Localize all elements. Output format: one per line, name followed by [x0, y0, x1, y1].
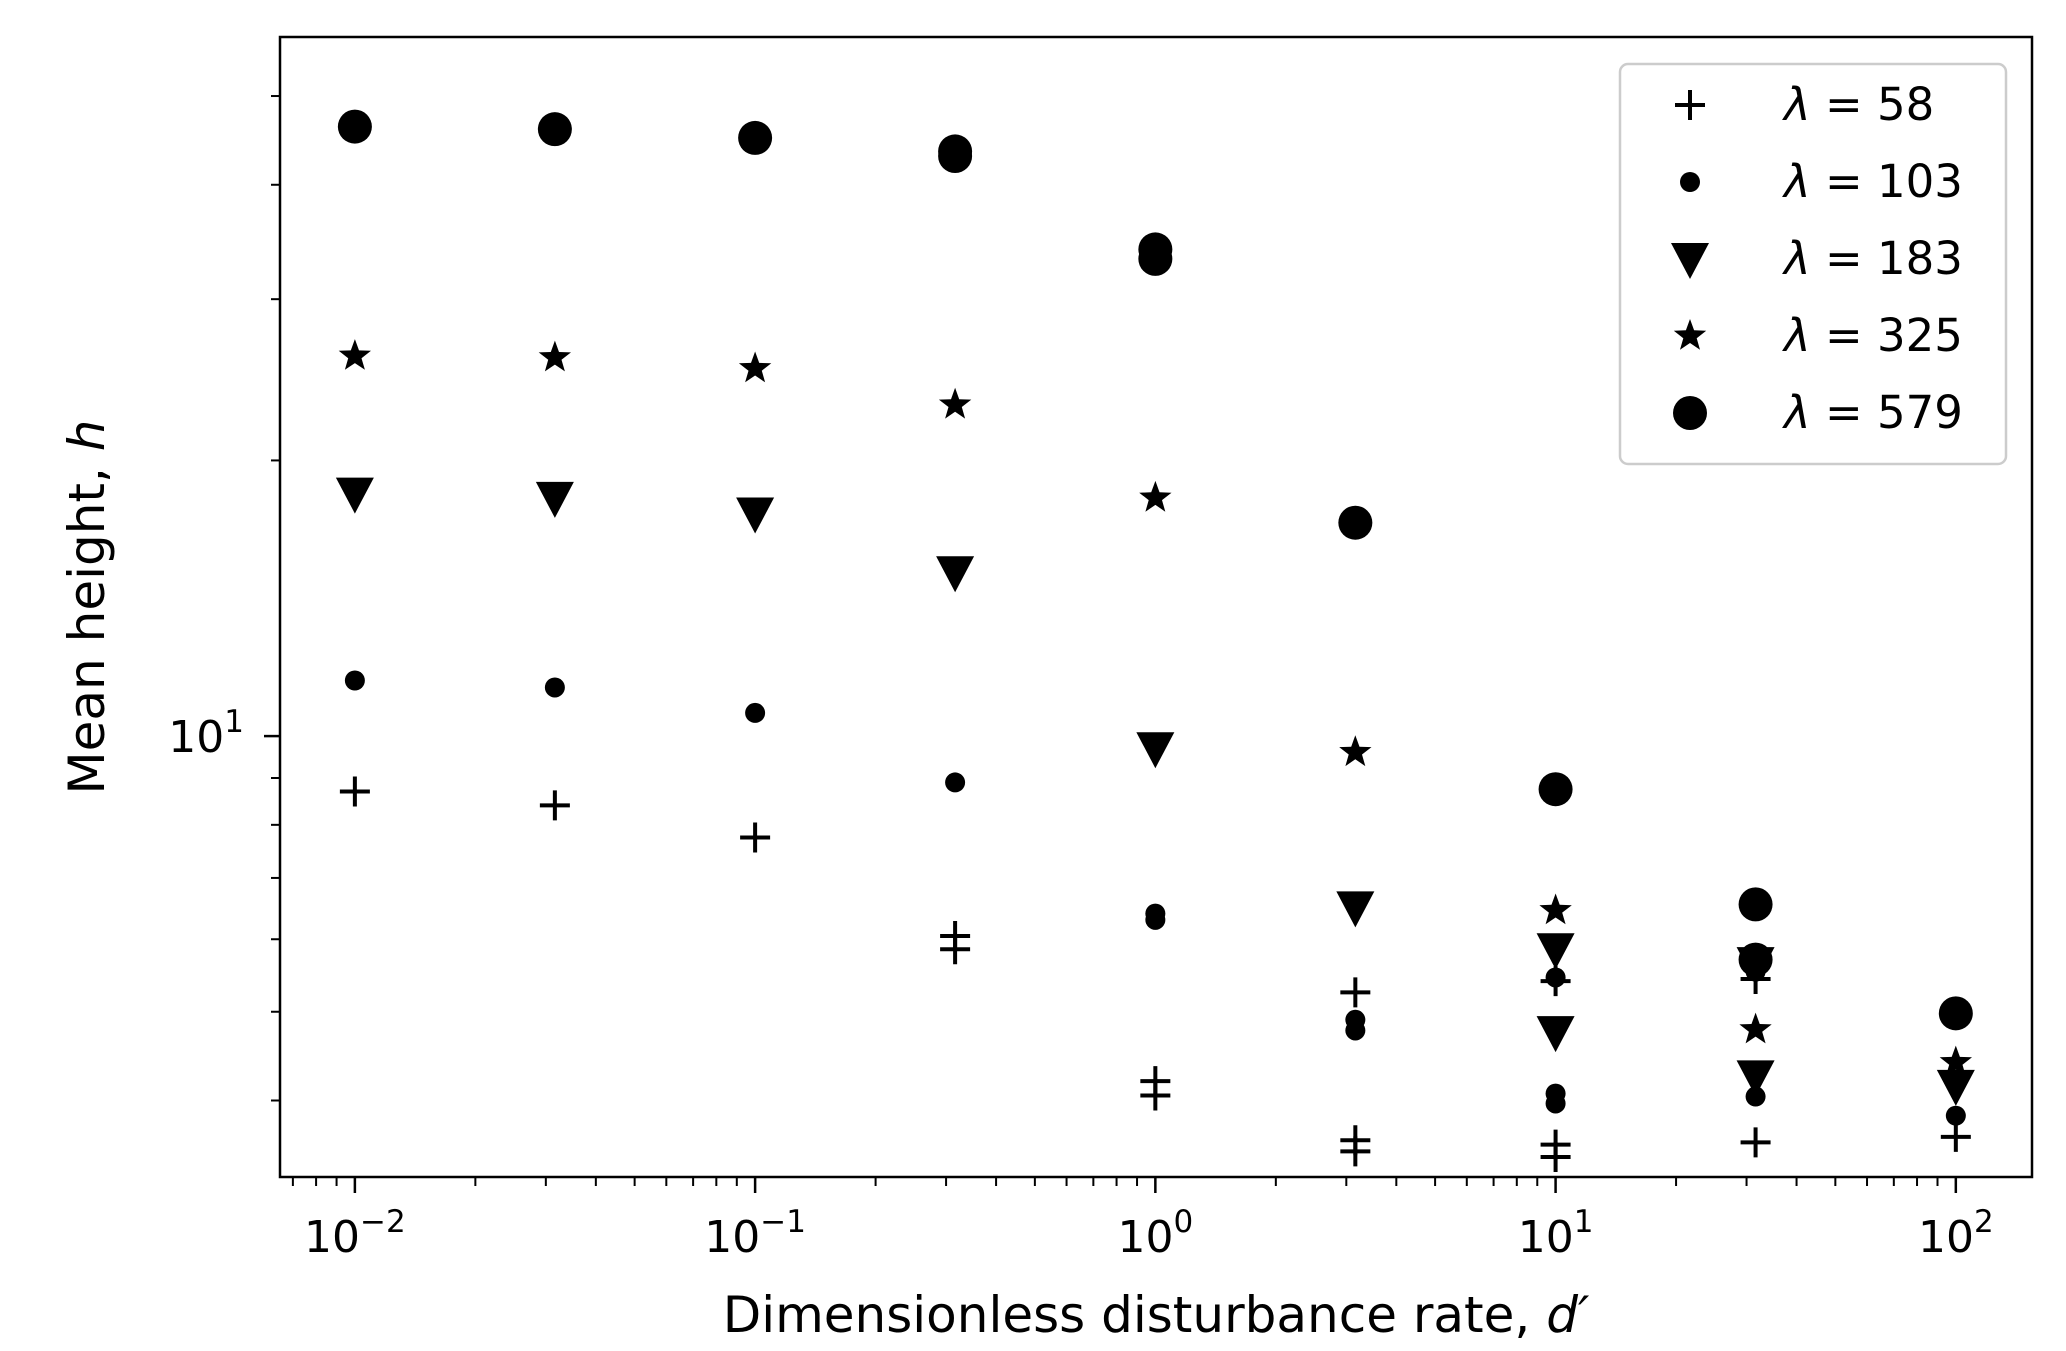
legend-label-5: λ = 579 [1782, 386, 1963, 439]
data-point-dot [1545, 967, 1566, 988]
data-point-dot [945, 772, 966, 793]
x-tick-label: 10−1 [704, 1204, 806, 1263]
data-point-dot [1545, 1093, 1566, 1114]
data-point-triangle-down [1336, 891, 1375, 928]
legend-marker-circle [1673, 396, 1707, 430]
x-axis-label: Dimensionless disturbance rate, d′ [723, 1286, 1590, 1344]
x-tick-label: 100 [1117, 1204, 1193, 1263]
data-point-circle [938, 139, 973, 174]
data-point-star [538, 340, 571, 372]
data-point-plus [1940, 1121, 1971, 1152]
data-point-circle [1338, 505, 1373, 540]
data-point-plus [1740, 1127, 1771, 1158]
data-point-dot [745, 702, 766, 723]
data-point-star [738, 351, 772, 383]
data-point-circle [1738, 942, 1773, 977]
data-point-circle [1938, 996, 1973, 1031]
legend-marker-star [1673, 319, 1707, 350]
data-point-dot [344, 670, 365, 691]
y-tick-label: 101 [168, 704, 244, 763]
legend-label-3: λ = 183 [1782, 232, 1963, 285]
data-point-plus [740, 822, 771, 853]
data-point-triangle-down [535, 481, 574, 518]
data-point-star [338, 339, 371, 370]
legend-marker-plus [1675, 90, 1705, 120]
legend-markers [1671, 90, 1709, 430]
x-tick-label: 102 [1918, 1204, 1994, 1263]
data-point-triangle-down [736, 497, 775, 534]
data-point-star [1139, 480, 1172, 512]
data-point-plus [940, 934, 971, 965]
tick-labels: 10−2 10−1 100 101 102 101 [168, 704, 1993, 1263]
data-point-star [1339, 735, 1372, 767]
data-point-dot [1145, 909, 1166, 930]
data-point-triangle-down [936, 556, 975, 593]
data-point-plus [1540, 1142, 1571, 1173]
legend-box [1618, 62, 2008, 466]
legend: λ = 58 λ = 103 λ = 183 λ = 325 λ = 579 [1618, 62, 2008, 466]
legend-label-1: λ = 58 [1782, 78, 1934, 131]
data-point-plus [1140, 1080, 1171, 1111]
data-point-dot [1745, 1086, 1766, 1107]
data-point-star [938, 387, 972, 419]
legend-label-4: λ = 325 [1782, 309, 1963, 362]
data-point-circle [537, 112, 572, 147]
x-tick-label: 101 [1518, 1204, 1594, 1263]
data-point-plus [1340, 1136, 1371, 1167]
data-point-plus [339, 776, 370, 807]
legend-label-2: λ = 103 [1782, 155, 1963, 208]
data-point-dot [1345, 1020, 1366, 1041]
legend-marker-triangle-down [1671, 243, 1709, 279]
data-point-star [1539, 893, 1572, 925]
data-point-star [1939, 1045, 1972, 1077]
legend-marker-dot [1680, 172, 1700, 192]
data-point-dot [1945, 1105, 1966, 1126]
data-point-plus [1340, 977, 1371, 1008]
x-tick-label: 10−2 [304, 1204, 406, 1263]
data-point-dot [544, 677, 565, 698]
data-point-circle [1538, 772, 1573, 807]
data-point-triangle-down [335, 477, 374, 514]
y-axis-label: Mean height, h [58, 420, 116, 795]
data-point-triangle-down [1536, 933, 1575, 970]
plot-markers [335, 109, 1975, 1173]
data-point-circle [738, 120, 773, 155]
data-point-circle [1138, 241, 1173, 276]
data-point-circle [1738, 887, 1773, 922]
data-point-triangle-down [1136, 732, 1175, 769]
data-point-triangle-down [1936, 1069, 1975, 1106]
data-point-star [1739, 1012, 1772, 1044]
data-point-triangle-down [1536, 1016, 1575, 1053]
axis-ticks [264, 95, 1958, 1193]
data-point-triangle-down [1736, 1060, 1775, 1097]
data-point-plus [539, 790, 570, 821]
data-point-circle [337, 109, 372, 144]
